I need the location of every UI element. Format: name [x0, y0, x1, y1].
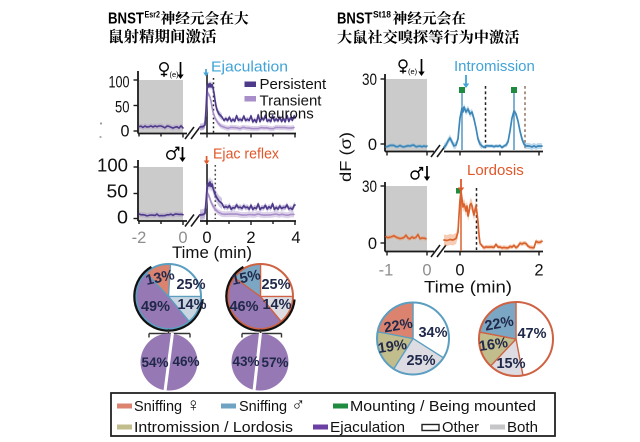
svg-text:25%: 25% [261, 277, 290, 293]
svg-text:15%: 15% [230, 267, 262, 289]
svg-text:BNST: BNST [337, 11, 373, 28]
svg-text:25%: 25% [176, 277, 205, 293]
svg-text:Sniffing ♂: Sniffing ♂ [239, 395, 305, 416]
svg-text:Mounting / Being mounted: Mounting / Being mounted [350, 399, 536, 415]
svg-text:13%: 13% [144, 267, 176, 289]
svg-text:46%: 46% [172, 354, 199, 369]
svg-text:-1: -1 [379, 262, 394, 280]
svg-text:Sniffing ♀: Sniffing ♀ [134, 395, 200, 416]
svg-text:57%: 57% [261, 355, 288, 370]
svg-text:50: 50 [107, 181, 129, 201]
svg-text:0: 0 [368, 136, 377, 154]
svg-text:2: 2 [246, 229, 255, 247]
svg-text:Intromission / Lordosis: Intromission / Lordosis [134, 420, 293, 436]
svg-text:22%: 22% [383, 316, 414, 337]
svg-text:30: 30 [362, 71, 377, 89]
svg-text:Intromission: Intromission [454, 58, 535, 75]
svg-text:Esr2: Esr2 [145, 10, 161, 21]
svg-text:Other: Other [442, 420, 479, 436]
svg-text:0: 0 [422, 262, 431, 280]
svg-text:0: 0 [202, 229, 211, 247]
svg-text:30: 30 [362, 178, 377, 196]
svg-text:43%: 43% [232, 354, 259, 369]
svg-text:Ejaculation: Ejaculation [211, 59, 288, 76]
svg-text:54%: 54% [141, 355, 168, 370]
svg-text:22%: 22% [483, 313, 515, 334]
svg-text:100: 100 [97, 156, 128, 176]
svg-text:0: 0 [368, 235, 377, 253]
svg-text:4: 4 [291, 229, 300, 247]
svg-text:St18: St18 [373, 10, 391, 21]
svg-text:50: 50 [115, 99, 130, 117]
svg-text:(e): (e) [408, 67, 418, 76]
svg-text:14%: 14% [177, 297, 206, 313]
svg-text:25%: 25% [406, 353, 435, 369]
svg-text:0: 0 [455, 262, 464, 280]
svg-text:47%: 47% [517, 326, 546, 342]
svg-text:15%: 15% [496, 356, 525, 372]
svg-text:BNST: BNST [108, 11, 144, 28]
svg-text:Ejaculation: Ejaculation [330, 420, 405, 436]
svg-text:0: 0 [121, 123, 130, 141]
svg-text:34%: 34% [418, 325, 447, 341]
svg-text:dF (σ): dF (σ) [338, 132, 355, 182]
svg-text:Time (min): Time (min) [172, 243, 252, 262]
svg-text:0: 0 [178, 229, 187, 247]
svg-text:Transient: Transient [260, 93, 323, 110]
svg-text:19%: 19% [377, 337, 408, 357]
svg-text:14%: 14% [262, 297, 291, 313]
svg-text:Time (min): Time (min) [424, 278, 512, 297]
svg-text:neurons: neurons [260, 106, 314, 123]
svg-text:Lordosis: Lordosis [467, 162, 524, 179]
svg-text:Both: Both [507, 420, 538, 436]
svg-text:(e): (e) [170, 70, 180, 79]
svg-text:100: 100 [109, 74, 130, 92]
svg-text:2: 2 [534, 262, 543, 280]
svg-text:46%: 46% [229, 299, 258, 315]
svg-text:Persistent: Persistent [260, 76, 328, 93]
svg-text:0: 0 [117, 208, 128, 228]
svg-text:49%: 49% [141, 299, 170, 315]
svg-text:Ejac reflex: Ejac reflex [213, 146, 279, 163]
svg-text:16%: 16% [478, 335, 509, 355]
svg-text:-2: -2 [132, 229, 147, 247]
